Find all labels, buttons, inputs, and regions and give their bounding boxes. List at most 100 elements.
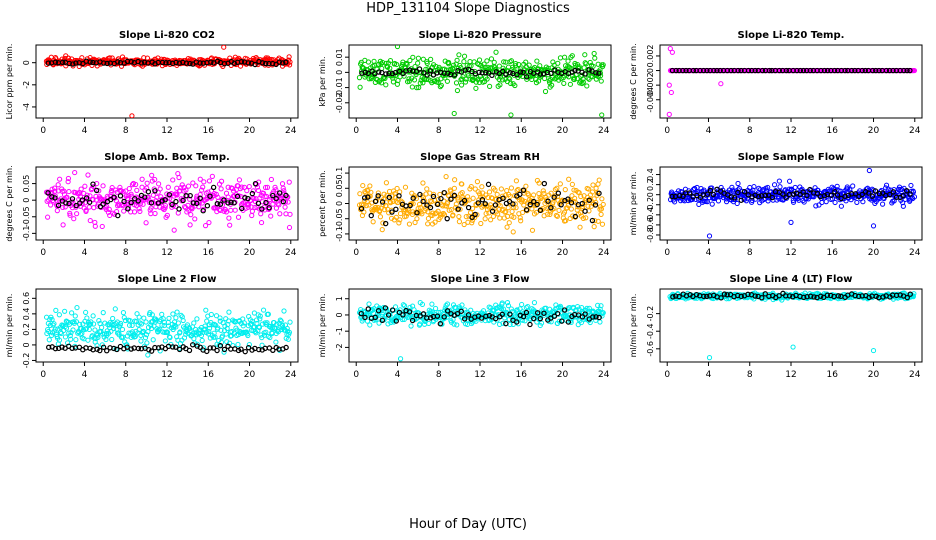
data-point [419, 211, 425, 217]
outlier-point [718, 81, 724, 87]
data-point [246, 183, 252, 190]
data-point [682, 198, 688, 204]
data-point [373, 317, 379, 323]
series-points [667, 290, 917, 361]
data-point [203, 307, 209, 313]
data-point [397, 217, 403, 223]
reference-point [534, 310, 541, 316]
reference-point [507, 311, 513, 317]
reference-point [208, 59, 214, 65]
data-point [362, 197, 368, 204]
data-point [86, 204, 92, 210]
data-point [128, 191, 134, 197]
data-point [51, 185, 58, 191]
data-point [540, 188, 546, 194]
reference-point [769, 194, 776, 201]
y-tick-label: 0.2 [22, 323, 31, 336]
reference-point [745, 192, 751, 198]
data-point [91, 321, 97, 327]
data-point [565, 202, 571, 209]
data-point [124, 195, 131, 202]
reference-point [589, 217, 596, 224]
data-point [48, 332, 55, 338]
data-point [492, 187, 498, 193]
reference-point [531, 198, 537, 205]
data-point [474, 179, 481, 185]
data-point [595, 61, 601, 67]
data-point [435, 196, 442, 202]
data-point [138, 332, 144, 338]
x-tick-label: 4 [706, 248, 712, 258]
reference-point [225, 343, 231, 350]
data-point [156, 181, 162, 187]
reference-point [73, 60, 79, 66]
outlier-point [666, 82, 672, 88]
reference-point [111, 345, 117, 352]
data-point [799, 186, 805, 192]
data-point [501, 59, 507, 65]
reference-point [783, 194, 789, 200]
reference-point [873, 67, 879, 74]
reference-point [424, 72, 430, 78]
data-point [559, 197, 565, 203]
data-point [200, 184, 206, 190]
data-point [488, 56, 495, 62]
reference-point [711, 67, 717, 74]
x-tick-label: 4 [395, 126, 401, 136]
data-point [63, 325, 70, 331]
data-point [464, 197, 470, 203]
data-point [160, 205, 166, 212]
data-point [234, 327, 240, 333]
data-point [145, 194, 151, 200]
data-point [148, 205, 154, 211]
data-point [816, 202, 822, 208]
data-point [46, 337, 52, 343]
data-point [218, 327, 224, 333]
data-point [74, 304, 80, 311]
reference-point [375, 193, 381, 199]
data-point [399, 199, 405, 205]
reference-point [762, 192, 769, 199]
data-point [71, 216, 77, 222]
data-point [362, 309, 369, 315]
reference-point [83, 195, 90, 201]
data-point [58, 330, 64, 337]
data-point [284, 325, 290, 332]
data-point [95, 334, 101, 340]
data-point [486, 189, 493, 195]
reference-point [904, 294, 910, 301]
data-point [159, 311, 165, 317]
reference-point [503, 320, 509, 327]
reference-point [469, 68, 475, 75]
reference-point [856, 293, 862, 300]
reference-point [596, 314, 602, 321]
data-point [164, 329, 171, 335]
data-point [356, 75, 363, 81]
data-point [126, 186, 132, 192]
data-point [282, 204, 288, 210]
data-point [438, 82, 444, 88]
data-point [381, 191, 387, 197]
reference-point [907, 67, 913, 74]
data-point [120, 189, 126, 195]
data-point [227, 222, 233, 228]
reference-point [903, 188, 910, 194]
reference-point [145, 189, 152, 195]
data-point [704, 199, 710, 205]
reference-point [117, 193, 124, 199]
data-point [478, 220, 484, 227]
data-point [202, 223, 209, 229]
reference-point [427, 204, 434, 211]
outlier-point [129, 113, 135, 118]
reference-point [520, 187, 527, 193]
data-point [152, 210, 158, 217]
reference-point [499, 68, 506, 75]
outlier-point [790, 344, 796, 350]
reference-point [138, 60, 145, 66]
data-point [453, 80, 460, 86]
reference-point [704, 67, 710, 74]
data-point [367, 183, 373, 189]
reference-point [835, 293, 842, 299]
reference-point [818, 67, 824, 74]
